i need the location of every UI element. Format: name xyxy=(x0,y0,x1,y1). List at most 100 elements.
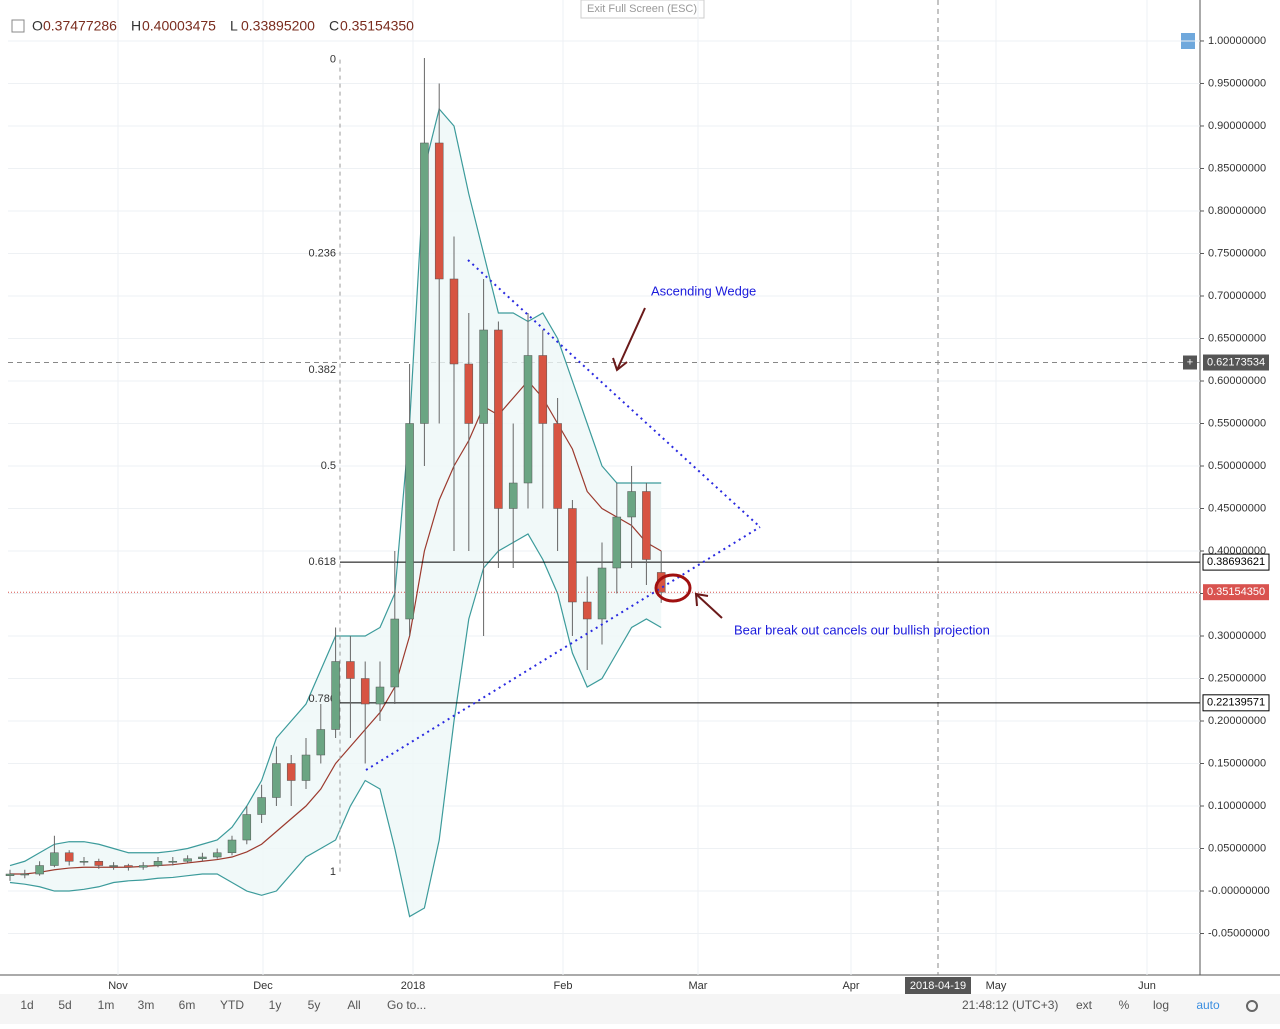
crosshair-price-box xyxy=(1203,354,1269,371)
candle-body xyxy=(5,873,15,876)
moving-average xyxy=(10,380,662,875)
y-tick-label: 0.80000000 xyxy=(1208,205,1266,217)
candle-body xyxy=(257,797,266,815)
candle-body xyxy=(568,508,577,603)
x-tick-label: Feb xyxy=(554,980,573,992)
option-button[interactable]: ext xyxy=(1076,998,1093,1012)
y-tick-label: 0.60000000 xyxy=(1208,375,1266,387)
candle-body xyxy=(612,516,622,569)
ohlc-key: H xyxy=(131,18,141,34)
ohlc-key: L xyxy=(230,18,238,34)
ohlc-key: O xyxy=(32,18,43,34)
price-box xyxy=(1202,553,1270,571)
range-button[interactable]: 3m xyxy=(138,998,155,1012)
fib-label: 0 xyxy=(330,54,336,66)
crosshair-date: 2018-04-19 xyxy=(910,980,966,992)
ohlc-value: 0.33895200 xyxy=(241,18,315,34)
fib-label: 0.5 xyxy=(321,460,336,472)
last-price-box xyxy=(1203,584,1269,601)
exit-label[interactable]: Exit Full Screen (ESC) xyxy=(587,3,697,15)
candle-body xyxy=(79,861,89,863)
candle-body xyxy=(242,814,252,841)
candle-body xyxy=(642,491,651,560)
range-button[interactable]: All xyxy=(347,998,360,1012)
last-price-label: 0.35154350 xyxy=(1207,586,1265,598)
candle-body xyxy=(138,865,148,868)
collapse-icon[interactable] xyxy=(11,19,25,33)
x-tick-label: May xyxy=(986,980,1007,992)
highlight-circle xyxy=(654,573,692,603)
add-icon: + xyxy=(1187,356,1193,368)
candle-body xyxy=(479,329,488,424)
candle-body xyxy=(272,763,281,798)
candle-body xyxy=(50,852,59,866)
range-button[interactable]: 5d xyxy=(58,998,71,1012)
candle-body xyxy=(94,861,104,866)
band-lower xyxy=(9,533,662,918)
y-tick-label: 0.45000000 xyxy=(1208,502,1266,514)
y-tick-label: 0.95000000 xyxy=(1208,77,1266,89)
exit-button[interactable] xyxy=(580,0,705,19)
y-tick-label: 0.05000000 xyxy=(1208,842,1266,854)
y-tick-label: 0.25000000 xyxy=(1208,672,1266,684)
candle-body xyxy=(227,839,237,854)
option-button[interactable]: log xyxy=(1153,998,1169,1012)
y-tick-label: 0.10000000 xyxy=(1208,800,1266,812)
y-tick-label: 0.30000000 xyxy=(1208,630,1266,642)
range-button[interactable]: 1d xyxy=(20,998,33,1012)
fib-label: 1 xyxy=(330,866,336,878)
y-tick-label: 0.75000000 xyxy=(1208,247,1266,259)
candle-body xyxy=(464,363,474,424)
candle-body xyxy=(582,601,592,620)
candle-body xyxy=(538,355,548,424)
clock: 21:48:12 (UTC+3) xyxy=(962,998,1058,1012)
y-tick-label: 0.15000000 xyxy=(1208,757,1266,769)
candle-body xyxy=(508,482,518,509)
candle-body xyxy=(20,873,30,876)
settings-button[interactable] xyxy=(1246,1000,1258,1012)
price-label: 0.22139571 xyxy=(1207,697,1265,709)
range-button[interactable]: 5y xyxy=(308,998,321,1012)
fib-label: 0.786 xyxy=(308,693,336,705)
candle-body xyxy=(286,763,296,781)
range-button[interactable]: 1m xyxy=(98,998,115,1012)
candle-body xyxy=(168,861,178,863)
band-fill xyxy=(10,108,662,917)
ohlc-value: 0.35154350 xyxy=(340,18,414,34)
candle-body xyxy=(597,567,607,620)
x-tick-label: Nov xyxy=(108,980,128,992)
ohlc-value: 0.40003475 xyxy=(142,18,216,34)
fib-label: 0.382 xyxy=(308,364,336,376)
candle-body xyxy=(64,852,74,862)
y-tick-label: 0.20000000 xyxy=(1208,715,1266,727)
range-button[interactable]: 1y xyxy=(269,998,282,1012)
y-tick-label: -0.00000000 xyxy=(1208,885,1270,897)
candle-body xyxy=(553,423,562,509)
arrow xyxy=(695,593,723,619)
range-button[interactable]: YTD xyxy=(220,998,244,1012)
wedge-lower xyxy=(365,526,761,771)
candle-body xyxy=(434,142,444,280)
candle-body xyxy=(390,618,400,688)
candle-body xyxy=(375,686,385,705)
add-button[interactable] xyxy=(1183,355,1197,370)
candle-body xyxy=(405,423,414,620)
candle-body xyxy=(627,491,636,518)
ohlc-key: C xyxy=(329,18,339,34)
price-box xyxy=(1202,694,1270,712)
fib-label: 0.236 xyxy=(308,247,336,259)
y-tick-label: 0.65000000 xyxy=(1208,332,1266,344)
arrow xyxy=(616,307,646,371)
option-button[interactable]: % xyxy=(1119,998,1130,1012)
candle-body xyxy=(316,729,326,756)
range-button[interactable]: 6m xyxy=(179,998,196,1012)
candle-body xyxy=(124,865,133,868)
bottom-toolbar xyxy=(0,994,1280,1024)
candle-body xyxy=(360,678,370,705)
y-tick-label: 1.00000000 xyxy=(1208,35,1266,47)
ohlc-value: 0.37477286 xyxy=(43,18,117,34)
candle-body xyxy=(153,861,163,866)
goto-button[interactable]: Go to... xyxy=(387,998,426,1012)
option-button[interactable]: auto xyxy=(1196,998,1220,1012)
